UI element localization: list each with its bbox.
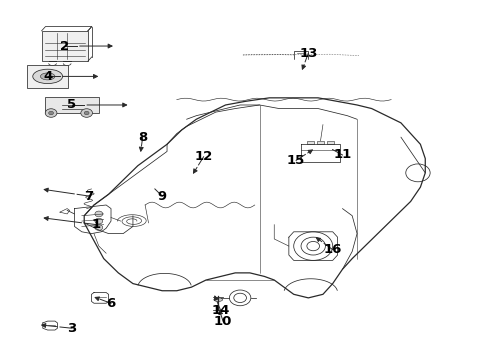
Text: 16: 16 (323, 243, 342, 256)
Text: 5: 5 (68, 99, 76, 112)
Text: 14: 14 (212, 304, 230, 317)
Circle shape (45, 109, 57, 117)
Text: 11: 11 (333, 148, 351, 162)
Bar (42, 31, 88, 61)
Bar (27, 65, 69, 88)
Circle shape (95, 225, 103, 230)
Ellipse shape (33, 69, 63, 84)
Text: 15: 15 (287, 154, 305, 167)
Circle shape (95, 218, 103, 224)
Bar (317, 141, 324, 144)
Text: 4: 4 (43, 70, 52, 83)
Text: 1: 1 (92, 218, 101, 231)
Circle shape (84, 111, 89, 115)
Text: 13: 13 (299, 47, 318, 60)
Ellipse shape (214, 298, 222, 301)
Text: 12: 12 (195, 150, 213, 163)
Bar (45, 97, 99, 113)
Text: 3: 3 (68, 322, 76, 335)
Text: 7: 7 (85, 190, 94, 203)
Text: 2: 2 (60, 40, 69, 53)
Bar (307, 141, 314, 144)
Text: 8: 8 (138, 131, 147, 144)
Bar (327, 141, 334, 144)
Text: 10: 10 (214, 315, 232, 328)
Text: 6: 6 (106, 297, 116, 310)
Circle shape (81, 109, 93, 117)
Text: 9: 9 (158, 190, 167, 203)
Circle shape (49, 111, 53, 115)
Ellipse shape (41, 73, 55, 80)
Circle shape (95, 211, 103, 217)
